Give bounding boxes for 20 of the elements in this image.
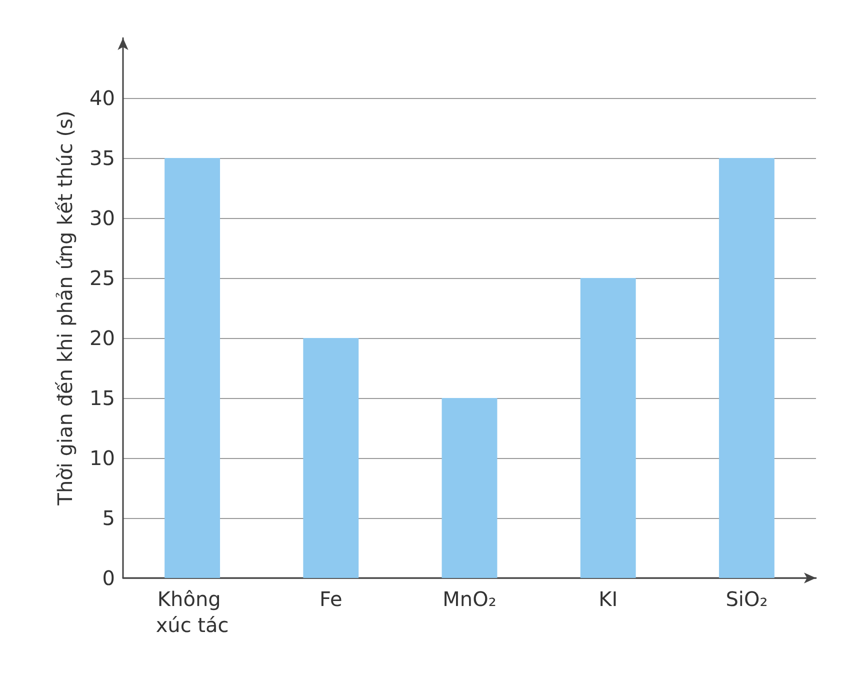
y-tick-label: 5 xyxy=(102,506,115,530)
y-tick-label: 35 xyxy=(90,146,115,170)
bar xyxy=(580,278,636,578)
x-tick-label: MnO₂ xyxy=(442,587,496,611)
x-tick-label: SiO₂ xyxy=(726,587,768,611)
y-tick-label: 15 xyxy=(90,386,115,410)
bar xyxy=(164,158,220,578)
y-tick-label: 30 xyxy=(90,206,115,230)
x-tick-label: Fe xyxy=(320,587,342,611)
bar xyxy=(442,398,498,578)
x-tick-label: Không xúc tác xyxy=(156,587,229,637)
y-tick-label: 20 xyxy=(90,326,115,350)
y-tick-label: 10 xyxy=(90,446,115,470)
y-tick-label: 0 xyxy=(102,566,115,590)
bar xyxy=(303,338,359,578)
bar xyxy=(718,158,774,578)
y-axis-title: Thời gian đến khi phản ứng kết thúc (s) xyxy=(53,110,77,506)
y-tick-label: 40 xyxy=(90,86,115,110)
x-tick-label: KI xyxy=(598,587,618,611)
y-tick-label: 25 xyxy=(90,266,115,290)
